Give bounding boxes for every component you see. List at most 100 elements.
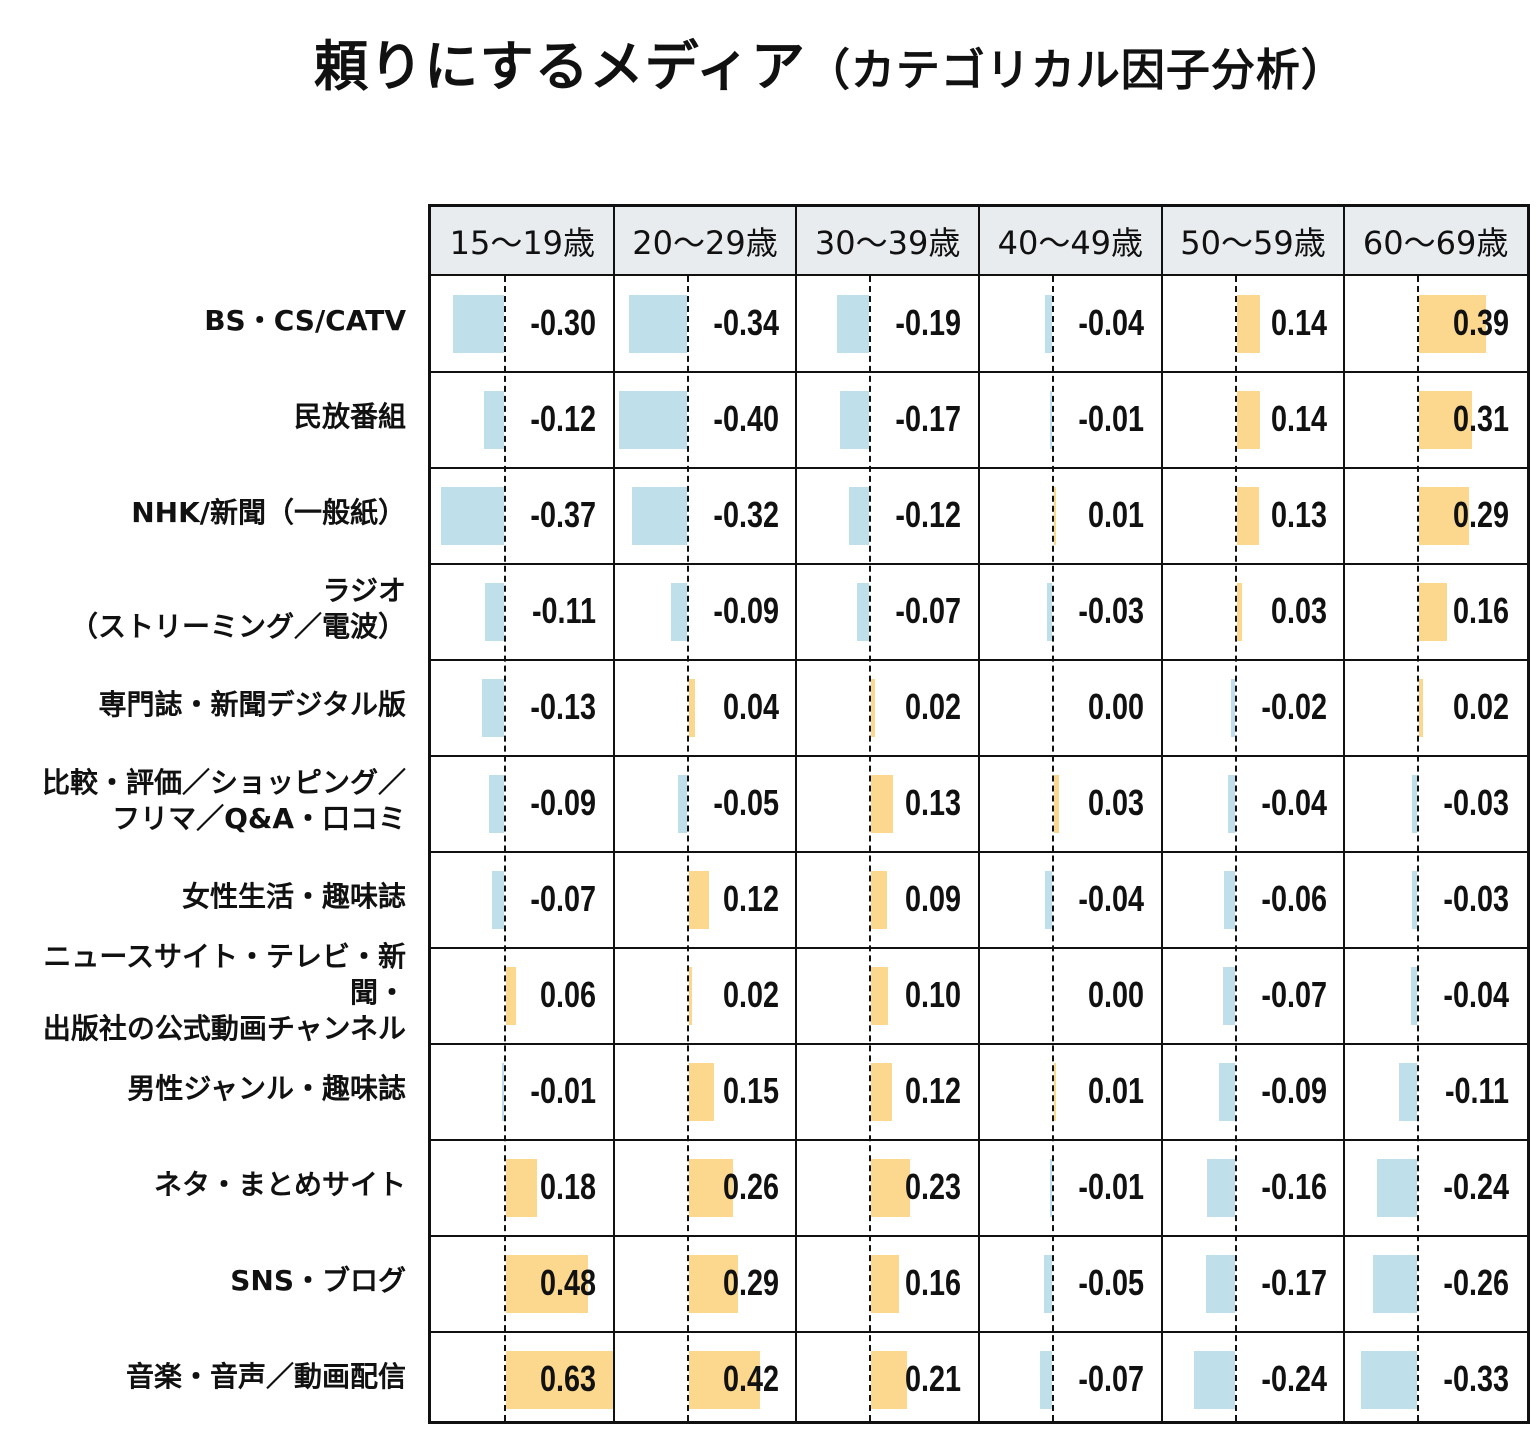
negative-bar: [1045, 295, 1052, 353]
positive-bar: [1419, 583, 1447, 641]
positive-bar: [871, 1255, 899, 1313]
title-main: 頼りにするメディア: [314, 35, 806, 98]
value-label: -0.05: [1078, 1262, 1144, 1303]
negative-bar: [840, 391, 870, 449]
column-divider: [795, 207, 798, 1421]
value-label: -0.34: [713, 302, 779, 343]
negative-bar: [1040, 1351, 1052, 1409]
negative-bar: [628, 295, 687, 353]
value-label: 0.26: [722, 1166, 779, 1207]
zero-line: [686, 276, 689, 1421]
row-divider: [431, 1331, 1527, 1333]
positive-bar: [1419, 295, 1486, 353]
value-label: -0.07: [1078, 1358, 1144, 1399]
value-label: 0.18: [539, 1166, 596, 1207]
positive-bar: [688, 1255, 738, 1313]
value-label: 0.63: [539, 1358, 596, 1399]
value-label: -0.33: [1443, 1358, 1510, 1399]
negative-bar: [671, 583, 687, 641]
value-label: 0.04: [722, 686, 779, 727]
negative-bar: [678, 775, 687, 833]
value-label: -0.07: [530, 878, 596, 919]
column-divider: [612, 207, 615, 1421]
value-label: -0.09: [530, 782, 596, 823]
value-label: 0.00: [1087, 686, 1144, 727]
row-label: SNS・ブログ: [230, 1264, 406, 1297]
negative-bar: [1410, 967, 1418, 1025]
positive-bar: [1236, 295, 1261, 353]
column-header: 60〜69歳: [1344, 207, 1527, 276]
negative-bar: [1207, 1159, 1235, 1217]
row-label: 男性ジャンル・趣味誌: [127, 1072, 406, 1105]
positive-bar: [1236, 487, 1259, 545]
negative-bar: [857, 583, 870, 641]
value-label: 0.12: [905, 1070, 962, 1111]
column-divider: [1343, 207, 1346, 1421]
row-label: NHK/新聞（一般紙）: [131, 496, 406, 529]
row-label: ネタ・まとめサイト: [153, 1168, 406, 1201]
value-label: -0.32: [713, 494, 779, 535]
row-divider: [431, 755, 1527, 757]
value-label: -0.09: [1261, 1070, 1327, 1111]
positive-bar: [688, 1351, 761, 1409]
row-label: ニュースサイト・テレビ・新聞・ 出版社の公式動画チャンネル: [42, 940, 406, 1045]
negative-bar: [1224, 871, 1235, 929]
value-label: -0.12: [895, 494, 962, 535]
factor-table: 15〜19歳 20〜29歳 30〜39歳 40〜49歳 50〜59歳 60〜69歳 -0.3…: [428, 204, 1530, 1424]
positive-bar: [1054, 487, 1056, 545]
value-label: -0.37: [530, 494, 596, 535]
positive-bar: [1236, 391, 1261, 449]
value-label: 0.03: [1087, 782, 1144, 823]
row-divider: [431, 1139, 1527, 1141]
value-label: -0.04: [1078, 302, 1144, 343]
negative-bar: [1193, 1351, 1235, 1409]
negative-bar: [1046, 583, 1052, 641]
positive-bar: [871, 775, 894, 833]
row-divider: [431, 563, 1527, 565]
value-label: 0.09: [905, 878, 962, 919]
value-label: 0.12: [722, 878, 779, 919]
positive-bar: [506, 1351, 614, 1409]
value-label: -0.04: [1261, 782, 1327, 823]
value-label: -0.30: [530, 302, 596, 343]
value-label: 0.14: [1270, 302, 1327, 343]
column-header: 20〜29歳: [613, 207, 797, 276]
positive-bar: [1419, 679, 1423, 737]
value-label: -0.03: [1443, 878, 1510, 919]
value-label: 0.13: [1270, 494, 1327, 535]
value-label: 0.39: [1453, 302, 1510, 343]
positive-bar: [688, 679, 696, 737]
negative-bar: [1043, 1255, 1052, 1313]
positive-bar: [1419, 487, 1469, 545]
negative-bar: [632, 487, 687, 545]
column-header: 15〜19歳: [431, 207, 614, 276]
title-sub: （カテゴリカル因子分析）: [805, 45, 1346, 96]
negative-bar: [453, 295, 504, 353]
negative-bar: [1231, 679, 1235, 737]
value-label: 0.23: [905, 1166, 962, 1207]
column-header: 40〜49歳: [979, 207, 1162, 276]
negative-bar: [1050, 1159, 1052, 1217]
positive-bar: [506, 1159, 537, 1217]
value-label: -0.09: [713, 590, 779, 631]
value-label: -0.03: [1443, 782, 1510, 823]
negative-bar: [485, 583, 504, 641]
value-label: -0.24: [1261, 1358, 1327, 1399]
value-label: 0.14: [1270, 398, 1327, 439]
negative-bar: [1361, 1351, 1418, 1409]
zero-line: [1417, 276, 1420, 1421]
value-label: 0.02: [1453, 686, 1510, 727]
value-label: -0.01: [1078, 1166, 1144, 1207]
row-label: BS・CS/CATV: [204, 304, 406, 337]
value-label: 0.06: [539, 974, 596, 1015]
negative-bar: [1398, 1063, 1418, 1121]
zero-line: [1052, 276, 1054, 1421]
negative-bar: [1376, 1159, 1418, 1217]
positive-bar: [871, 1063, 892, 1121]
value-label: 0.29: [722, 1262, 779, 1303]
value-label: 0.31: [1453, 398, 1510, 439]
value-label: -0.03: [1078, 590, 1144, 631]
row-divider: [431, 851, 1527, 853]
row-divider: [431, 947, 1527, 949]
value-label: -0.07: [895, 590, 962, 631]
